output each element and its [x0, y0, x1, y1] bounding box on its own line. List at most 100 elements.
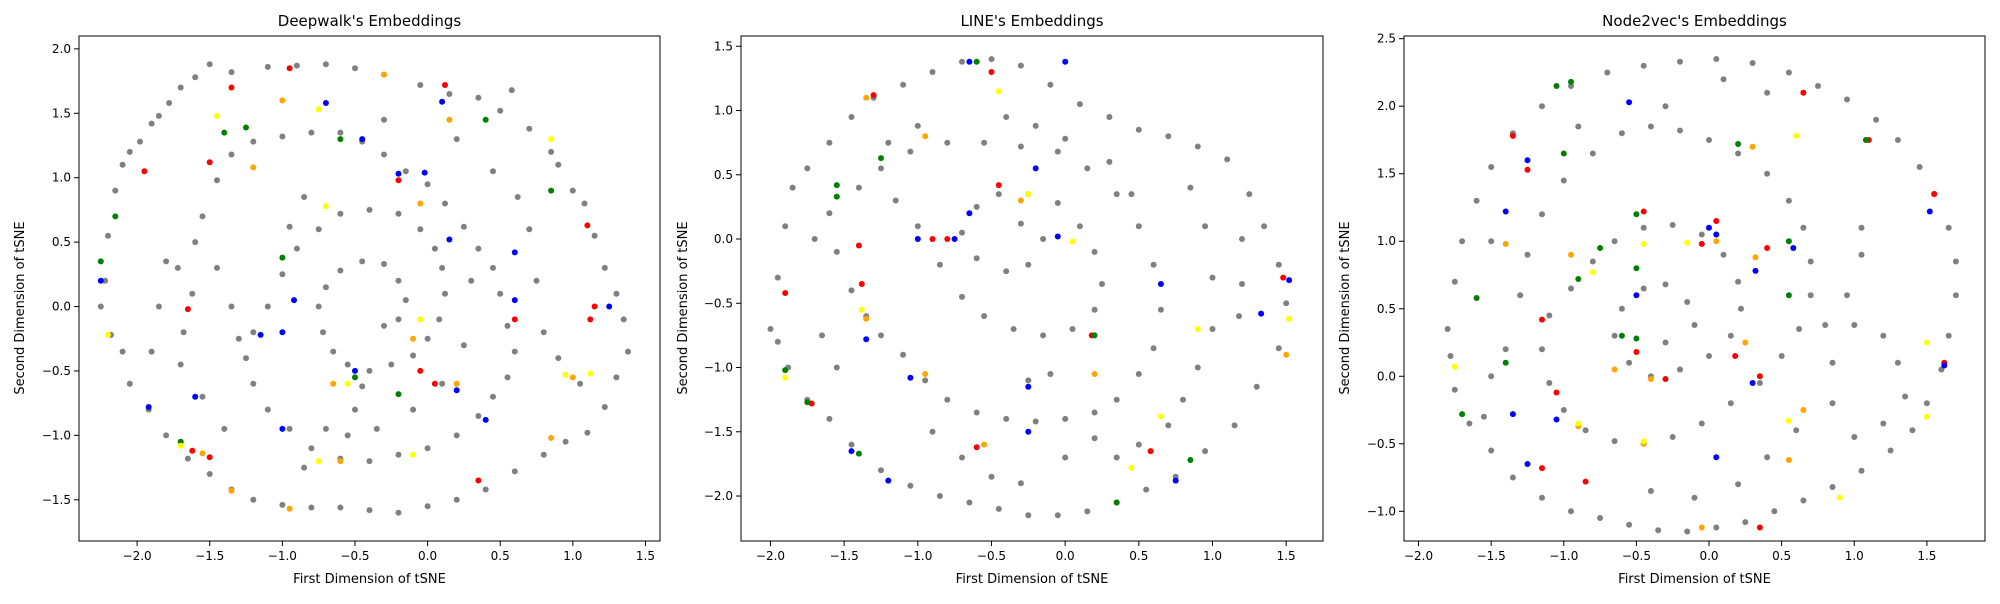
x-axis-label: First Dimension of tSNE: [1618, 572, 1771, 587]
gray-point: [1916, 164, 1923, 170]
gray-point: [1524, 251, 1531, 258]
gray-point: [177, 84, 184, 91]
gray-point: [1662, 103, 1669, 110]
orange-point: [1091, 371, 1098, 377]
gray-point: [1451, 386, 1458, 393]
gray-point: [855, 184, 862, 191]
gray-point: [308, 445, 315, 452]
gray-point: [819, 332, 825, 339]
yellow-point: [1684, 239, 1691, 246]
gray-point: [395, 316, 402, 323]
gray-point: [460, 342, 467, 349]
gray-point: [1546, 380, 1553, 386]
gray-point: [1589, 150, 1596, 157]
green-point: [1575, 276, 1582, 282]
yellow-point: [1069, 238, 1076, 245]
orange-point: [922, 371, 929, 377]
gray-point: [1684, 528, 1691, 535]
gray-point: [1706, 137, 1712, 143]
red-point: [184, 306, 191, 313]
gray-point: [1945, 332, 1952, 339]
y-tick-label: 1.5: [52, 106, 71, 120]
gray-point: [584, 429, 591, 436]
gray-point: [1785, 69, 1792, 76]
gray-point: [1669, 222, 1676, 228]
gray-point: [439, 380, 446, 387]
blue-point: [359, 136, 366, 143]
gray-point: [914, 122, 921, 129]
gray-point: [1054, 148, 1061, 155]
y-tick-label: 0.5: [52, 235, 71, 249]
gray-point: [1113, 191, 1120, 198]
gray-point: [1611, 238, 1618, 245]
gray-point: [1880, 420, 1887, 427]
orange-point: [330, 380, 337, 387]
gray-point: [1793, 427, 1800, 434]
x-tick-label: 0.0: [418, 549, 437, 563]
gray-point: [490, 393, 496, 400]
gray-point: [148, 120, 155, 127]
gray-point: [1640, 285, 1647, 292]
y-tick-label: 1.0: [52, 171, 71, 185]
blue-point: [1749, 380, 1756, 386]
y-axis-label: Second Dimension of tSNE: [13, 221, 28, 394]
gray-point: [1150, 261, 1157, 268]
gray-point: [1128, 191, 1135, 198]
y-tick-label: 1.5: [714, 39, 733, 53]
gray-point: [1582, 427, 1589, 434]
gray-point: [322, 425, 329, 432]
blue-point: [352, 367, 358, 374]
orange-point: [337, 458, 344, 465]
gray-point: [1800, 224, 1807, 231]
gray-point: [482, 486, 489, 493]
yellow-point: [1589, 269, 1596, 276]
gray-point: [381, 322, 387, 329]
gray-point: [1135, 371, 1142, 377]
green-point: [1633, 211, 1640, 218]
gray-point: [155, 112, 162, 119]
gray-point: [1062, 415, 1069, 422]
orange-point: [922, 133, 929, 140]
x-tick-label: 1.5: [1917, 549, 1936, 563]
blue-point: [863, 336, 870, 343]
gray-point: [180, 329, 187, 336]
green-point: [279, 254, 286, 261]
chart-title: Deepwalk's Embeddings: [278, 12, 462, 30]
gray-point: [431, 245, 438, 252]
orange-point: [1647, 376, 1654, 382]
orange-point: [1752, 254, 1759, 261]
x-axis-label: First Dimension of tSNE: [956, 572, 1109, 587]
gray-point: [293, 245, 300, 252]
gray-point: [1539, 211, 1545, 218]
gray-point: [373, 425, 380, 432]
yellow-point: [1640, 438, 1647, 445]
red-point: [206, 159, 213, 166]
gray-point: [625, 348, 631, 355]
gray-point: [337, 267, 344, 274]
green-point: [973, 58, 980, 65]
gray-point: [1785, 197, 1792, 204]
gray-point: [1025, 512, 1032, 519]
gray-point: [250, 329, 257, 336]
gray-point: [1858, 224, 1865, 231]
chart-title: Node2vec's Embeddings: [1602, 12, 1787, 30]
gray-point: [279, 133, 286, 140]
yellow-point: [1286, 315, 1293, 322]
gray-point: [1003, 268, 1010, 275]
gray-point: [148, 348, 155, 355]
yellow-point: [315, 458, 322, 465]
gray-point: [155, 303, 162, 310]
gray-point: [1844, 292, 1850, 299]
gray-point: [214, 177, 220, 184]
gray-point: [1488, 164, 1495, 170]
blue-point: [279, 329, 286, 336]
x-tick-label: 1.5: [1277, 549, 1296, 563]
gray-point: [460, 223, 467, 230]
x-tick-label: −2.0: [123, 549, 152, 563]
gray-point: [1720, 76, 1727, 83]
gray-point: [601, 264, 608, 271]
gray-point: [995, 191, 1002, 198]
gray-point: [1135, 126, 1142, 133]
gray-point: [395, 509, 402, 516]
gray-point: [1187, 184, 1194, 191]
